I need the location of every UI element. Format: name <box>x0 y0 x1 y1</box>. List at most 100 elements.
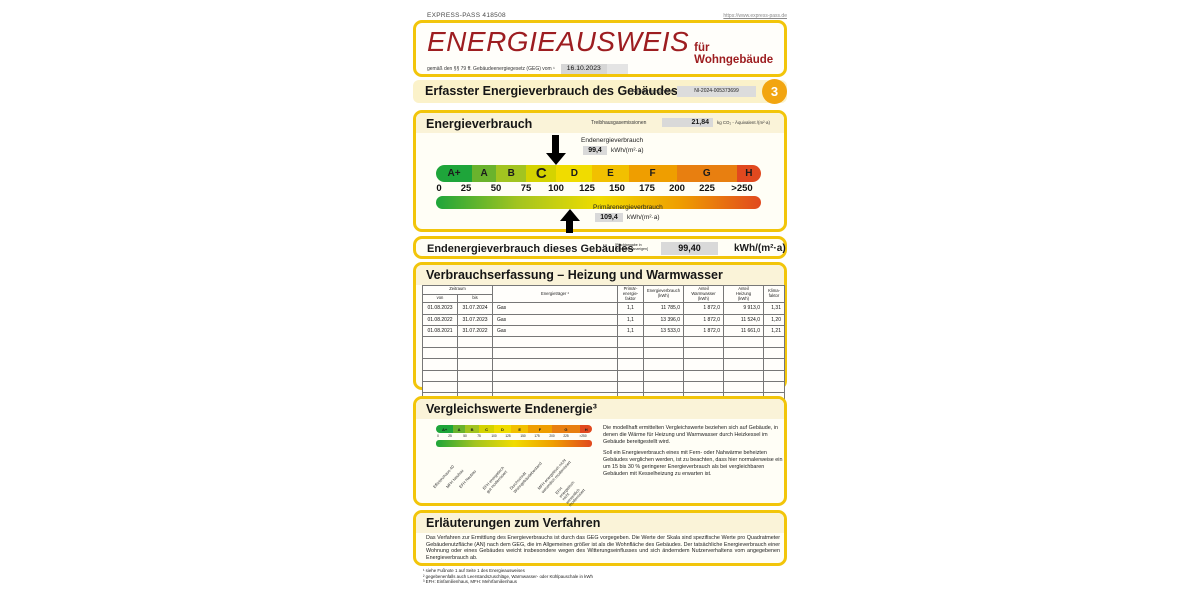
table-empty-row <box>422 335 785 349</box>
header-von: von <box>422 293 458 304</box>
scale-tick-labels: 0 25 50 75 100 125 150 175 200 225 >250 <box>436 183 761 195</box>
cell-anteil-warmwasser: 1 872,0 <box>683 324 724 337</box>
mini-tick: 125 <box>505 434 511 438</box>
banner-note: [Pflichtangabe in Immobilienanzeigen] <box>615 243 648 252</box>
document-id-label: EXPRESS-PASS 418508 <box>427 12 506 19</box>
scale-segment-a: A <box>472 165 497 182</box>
table-row: 01.08.2022 31.07.2023 Gas 1,1 13 396,0 1… <box>422 313 785 326</box>
cell-klimafaktor: 1,20 <box>763 313 785 326</box>
ghg-emissions-unit: kg CO₂ - Äquivalent /(m²·a) <box>717 120 770 125</box>
cell-primaerfaktor: 1,1 <box>617 324 644 337</box>
cell-anteil-warmwasser: 1 872,0 <box>683 302 724 315</box>
cell-primaerfaktor: 1,1 <box>617 302 644 315</box>
end-energy-marker-arrow-head <box>546 153 566 165</box>
cell-von: 01.08.2023 <box>422 302 458 315</box>
mini-segment-a: A <box>453 425 465 433</box>
mini-segment-c: C <box>479 425 494 433</box>
cell-bis: 31.07.2023 <box>457 313 493 326</box>
scale-segment-g: G <box>676 165 737 182</box>
scale-segment-h: H <box>736 165 761 182</box>
end-energy-marker-arrow-shaft <box>552 135 559 153</box>
box-header-band <box>416 399 784 419</box>
title-box: ENERGIEAUSWEIS für Wohngebäude gemäß den… <box>413 20 787 77</box>
mini-segment-e: E <box>511 425 529 433</box>
method-paragraph: Das Verfahren zur Ermittlung des Energie… <box>426 535 780 561</box>
comparison-label: EFH energetisch nicht wesentlich moderni… <box>554 479 587 508</box>
tick-100: 100 <box>548 183 564 194</box>
table-empty-row <box>422 347 785 360</box>
header-zeitraum: Zeitraum <box>422 285 493 295</box>
tick-0: 0 <box>436 183 442 194</box>
energy-consumption-box: Energieverbrauch Treibhausgasemissionen … <box>413 110 787 233</box>
method-title: Erläuterungen zum Verfahren <box>426 516 601 530</box>
table-empty-row <box>422 380 785 393</box>
scale-segment-e: E <box>592 165 629 182</box>
footnote-2: ² gegebenenfalls auch Leerstandszuschläg… <box>423 573 593 579</box>
cell-energietraeger: Gas <box>492 302 618 315</box>
section-header-strip: Erfasster Energieverbrauch des Gebäudes … <box>413 79 787 104</box>
cell-bis: 31.07.2022 <box>457 324 493 337</box>
cell-energietraeger: Gas <box>492 324 618 337</box>
tick-200: 200 <box>669 183 685 194</box>
cell-bis: 31.07.2024 <box>457 302 493 315</box>
end-energy-value: 99,4 <box>583 146 607 155</box>
section-title: Erfasster Energieverbrauch des Gebäudes <box>425 84 678 98</box>
table-empty-row <box>422 358 785 371</box>
primary-energy-marker-arrow-shaft <box>566 221 573 233</box>
cell-energieverbrauch: 11 785,0 <box>643 302 684 315</box>
scale-segment-f: F <box>628 165 677 182</box>
tick-125: 125 <box>579 183 595 194</box>
tick-250plus: >250 <box>731 183 753 194</box>
mini-tick: 225 <box>563 434 569 438</box>
mini-tick: 50 <box>463 434 467 438</box>
comparison-label: EFH energetisch gut modernisiert <box>481 465 508 494</box>
document-title: ENERGIEAUSWEIS <box>427 26 690 57</box>
primary-energy-label: Primärenergieverbrauch <box>593 204 663 211</box>
mini-tick: 100 <box>491 434 497 438</box>
tick-225: 225 <box>699 183 715 194</box>
header-bis: bis <box>457 293 493 304</box>
cell-von: 01.08.2022 <box>422 313 458 326</box>
cell-energietraeger: Gas <box>492 313 618 326</box>
box-header-band <box>416 513 784 533</box>
ghg-emissions-value: 21,84 <box>662 118 713 127</box>
banner-value: 99,40 <box>661 242 718 255</box>
method-explanation-box: Erläuterungen zum Verfahren Das Verfahre… <box>413 510 787 566</box>
mini-segment-f: F <box>528 425 552 433</box>
mini-tick: 175 <box>534 434 540 438</box>
mini-tick: 150 <box>520 434 526 438</box>
cell-primaerfaktor: 1,1 <box>617 313 644 326</box>
issuer-website-link[interactable]: https://www.express-pass.de <box>723 13 787 19</box>
cell-klimafaktor: 1,31 <box>763 302 785 315</box>
cell-anteil-heizung: 11 661,0 <box>723 324 764 337</box>
box-header-band <box>416 265 784 285</box>
cell-anteil-heizung: 9 913,0 <box>723 302 764 315</box>
end-energy-banner: Endenergieverbrauch dieses Gebäudes [Pfl… <box>413 236 787 259</box>
header-primaerfaktor: Primär- energie- faktor <box>617 284 644 304</box>
registration-number-label: Registriernummer: <box>632 89 676 95</box>
gradient-scale-bar <box>436 196 761 209</box>
end-energy-unit: kWh/(m²·a) <box>611 147 644 154</box>
cell-energieverbrauch: 13 396,0 <box>643 313 684 326</box>
end-energy-label: Endenergieverbrauch <box>581 137 644 144</box>
tick-175: 175 <box>639 183 655 194</box>
page-number-badge: 3 <box>762 79 787 104</box>
mini-tick: 25 <box>448 434 452 438</box>
efficiency-class-scale: A+ A B C D E F G H <box>436 165 761 182</box>
tick-50: 50 <box>490 183 502 194</box>
tick-75: 75 <box>520 183 532 194</box>
scale-segment-d: D <box>556 165 593 182</box>
tick-25: 25 <box>460 183 472 194</box>
header-energietraeger: Energieträger ² <box>492 284 618 304</box>
cell-energieverbrauch: 13 533,0 <box>643 324 684 337</box>
mini-segment-h: H <box>580 425 592 433</box>
footnote-3: ³ EFH: Einfamilienhaus, MFH: Mehrfamilie… <box>423 579 517 585</box>
cell-klimafaktor: 1,21 <box>763 324 785 337</box>
header-energieverbrauch: Energieverbrauch (kWh) <box>643 284 684 304</box>
document-subtitle: für Wohngebäude <box>694 42 774 66</box>
header-anteil-warmwasser: Anteil Warmwasser (kWh) <box>683 284 724 304</box>
table-row: 01.08.2023 31.07.2024 Gas 1,1 11 785,0 1… <box>422 302 785 315</box>
banner-label: Endenergieverbrauch dieses Gebäudes <box>427 243 634 255</box>
consumption-table: Zeitraum Energieträger ² Primär- energie… <box>422 284 785 405</box>
